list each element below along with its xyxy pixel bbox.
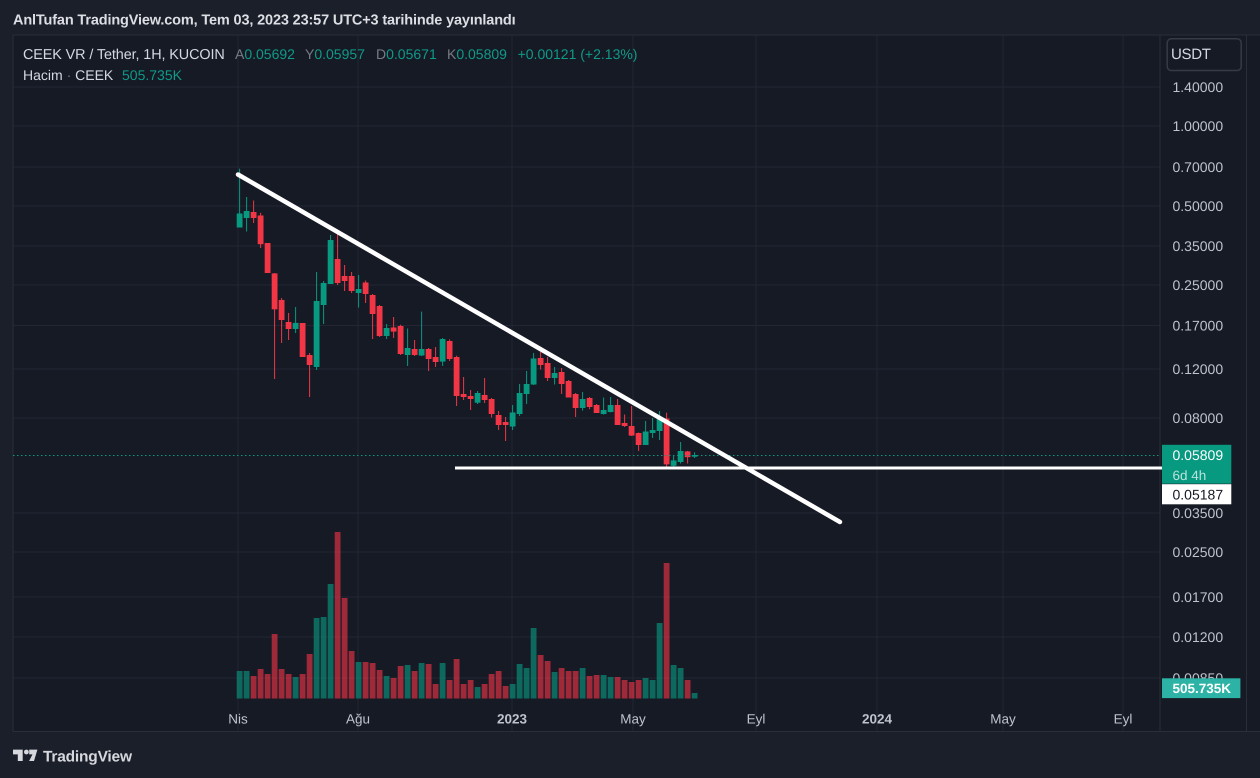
svg-text:TradingView: TradingView: [43, 749, 133, 766]
svg-text:Hacim · CEEK: Hacim · CEEK: [23, 67, 114, 83]
svg-text:505.735K: 505.735K: [122, 67, 183, 83]
svg-text:0.01700: 0.01700: [1173, 589, 1224, 605]
svg-text:+0.00121 (+2.13%): +0.00121 (+2.13%): [518, 46, 638, 62]
svg-text:AnlTufan TradingView.com, Tem: AnlTufan TradingView.com, Tem 03, 2023 2…: [13, 12, 516, 28]
svg-text:0.12000: 0.12000: [1173, 361, 1224, 377]
svg-text:0.08000: 0.08000: [1173, 410, 1224, 426]
svg-text:CEEK VR / Tether, 1H, KUCOIN: CEEK VR / Tether, 1H, KUCOIN: [23, 47, 225, 63]
svg-text:0.17000: 0.17000: [1173, 318, 1224, 334]
svg-text:6d 4h: 6d 4h: [1173, 468, 1207, 483]
svg-text:1.00000: 1.00000: [1173, 118, 1224, 134]
svg-text:2024: 2024: [862, 711, 893, 726]
svg-text:2023: 2023: [497, 711, 528, 726]
svg-text:Eyl: Eyl: [1114, 711, 1133, 726]
svg-text:0.02500: 0.02500: [1173, 544, 1224, 560]
svg-text:May: May: [620, 711, 646, 726]
svg-text:Ağu: Ağu: [346, 711, 370, 726]
svg-text:0.70000: 0.70000: [1173, 159, 1224, 175]
svg-text:0.01200: 0.01200: [1173, 629, 1224, 645]
svg-text:Eyl: Eyl: [747, 711, 766, 726]
svg-text:USDT: USDT: [1171, 46, 1211, 63]
svg-text:0.25000: 0.25000: [1173, 277, 1224, 293]
svg-text:0.35000: 0.35000: [1173, 238, 1224, 254]
svg-text:D0.05671: D0.05671: [376, 46, 437, 62]
svg-text:0.03500: 0.03500: [1173, 505, 1224, 521]
svg-text:Y0.05957: Y0.05957: [305, 46, 365, 62]
svg-text:0.05187: 0.05187: [1173, 487, 1224, 503]
svg-text:0.50000: 0.50000: [1173, 198, 1224, 214]
svg-text:May: May: [990, 711, 1016, 726]
svg-text:505.735K: 505.735K: [1173, 681, 1232, 696]
svg-text:K0.05809: K0.05809: [447, 46, 507, 62]
svg-text:Nis: Nis: [228, 711, 248, 726]
svg-text:0.05809: 0.05809: [1173, 447, 1224, 463]
svg-text:A0.05692: A0.05692: [235, 46, 295, 62]
svg-text:1.40000: 1.40000: [1173, 79, 1224, 95]
